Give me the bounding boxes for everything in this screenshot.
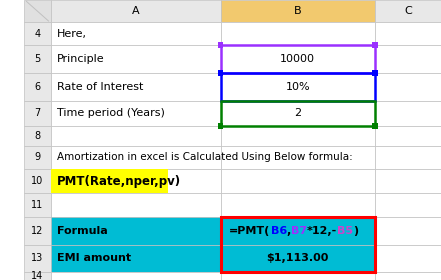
Bar xyxy=(24,0,51,22)
Bar xyxy=(220,45,375,73)
Text: 10: 10 xyxy=(31,176,44,186)
Bar xyxy=(220,245,375,272)
Bar xyxy=(51,169,220,193)
Bar xyxy=(51,126,220,146)
Text: 6: 6 xyxy=(34,82,41,92)
Text: 12: 12 xyxy=(31,226,44,236)
Text: Time period (Years): Time period (Years) xyxy=(57,108,165,118)
Bar xyxy=(51,73,220,101)
Bar xyxy=(375,217,441,245)
Bar xyxy=(372,42,377,48)
Text: Formula: Formula xyxy=(57,226,108,236)
Bar xyxy=(375,146,441,169)
Bar xyxy=(375,245,441,272)
Text: 10%: 10% xyxy=(285,82,310,92)
Bar xyxy=(51,169,168,193)
Text: ): ) xyxy=(353,226,359,236)
Text: B7: B7 xyxy=(291,226,307,236)
Text: 2: 2 xyxy=(294,108,301,118)
Bar xyxy=(220,22,375,45)
Bar xyxy=(372,123,377,129)
Bar xyxy=(24,217,51,245)
Bar xyxy=(24,73,51,101)
Text: 5: 5 xyxy=(34,54,41,64)
Bar xyxy=(220,101,375,126)
Text: 9: 9 xyxy=(34,153,41,162)
Text: 7: 7 xyxy=(34,108,41,118)
Text: $1,113.00: $1,113.00 xyxy=(266,253,329,263)
Bar xyxy=(375,73,441,101)
Bar xyxy=(218,42,223,48)
Text: 11: 11 xyxy=(31,200,44,210)
Bar xyxy=(220,169,375,193)
Bar xyxy=(51,217,220,245)
Text: 14: 14 xyxy=(31,271,44,280)
Bar xyxy=(375,126,441,146)
Text: 10000: 10000 xyxy=(280,54,315,64)
Bar xyxy=(51,45,220,73)
Bar xyxy=(220,73,375,101)
Bar xyxy=(220,126,375,146)
Text: 13: 13 xyxy=(31,253,44,263)
Text: C: C xyxy=(404,6,412,16)
Bar xyxy=(51,101,220,126)
Bar xyxy=(220,73,375,101)
Text: =PMT(: =PMT( xyxy=(229,226,271,236)
Text: Principle: Principle xyxy=(57,54,105,64)
Bar xyxy=(24,45,51,73)
Bar xyxy=(24,272,51,280)
Bar xyxy=(220,217,375,272)
Bar xyxy=(51,272,220,280)
Text: A: A xyxy=(132,6,139,16)
Text: 4: 4 xyxy=(34,29,41,39)
Bar xyxy=(220,217,375,245)
Text: Amortization in excel is Calculated Using Below formula:: Amortization in excel is Calculated Usin… xyxy=(57,153,353,162)
Bar xyxy=(375,272,441,280)
Bar xyxy=(372,70,377,76)
Text: PMT(Rate,nper,pv): PMT(Rate,nper,pv) xyxy=(57,175,181,188)
Text: B5: B5 xyxy=(337,226,353,236)
Bar xyxy=(51,146,220,169)
Bar xyxy=(24,101,51,126)
Bar xyxy=(51,22,220,45)
Bar xyxy=(218,123,223,129)
Bar xyxy=(375,193,441,217)
Bar xyxy=(24,193,51,217)
Bar xyxy=(220,193,375,217)
Bar xyxy=(375,101,441,126)
Bar xyxy=(24,22,51,45)
Bar xyxy=(375,45,441,73)
Bar xyxy=(218,70,223,76)
Text: EMI amount: EMI amount xyxy=(57,253,131,263)
Text: B: B xyxy=(294,6,302,16)
Bar xyxy=(220,272,375,280)
Bar xyxy=(24,146,51,169)
Text: Here,: Here, xyxy=(57,29,87,39)
Bar xyxy=(24,126,51,146)
Bar xyxy=(51,0,220,22)
Text: Rate of Interest: Rate of Interest xyxy=(57,82,144,92)
Text: *12,-: *12,- xyxy=(307,226,337,236)
Text: B6: B6 xyxy=(271,226,287,236)
Bar xyxy=(24,169,51,193)
Bar xyxy=(51,193,220,217)
Bar xyxy=(375,22,441,45)
Text: ,: , xyxy=(287,226,291,236)
Bar xyxy=(220,0,375,22)
Bar xyxy=(51,245,220,272)
Bar xyxy=(375,169,441,193)
Bar xyxy=(375,0,441,22)
Text: 8: 8 xyxy=(34,131,41,141)
Bar xyxy=(24,245,51,272)
Bar xyxy=(220,45,375,73)
Bar xyxy=(220,101,375,126)
Bar xyxy=(220,146,375,169)
